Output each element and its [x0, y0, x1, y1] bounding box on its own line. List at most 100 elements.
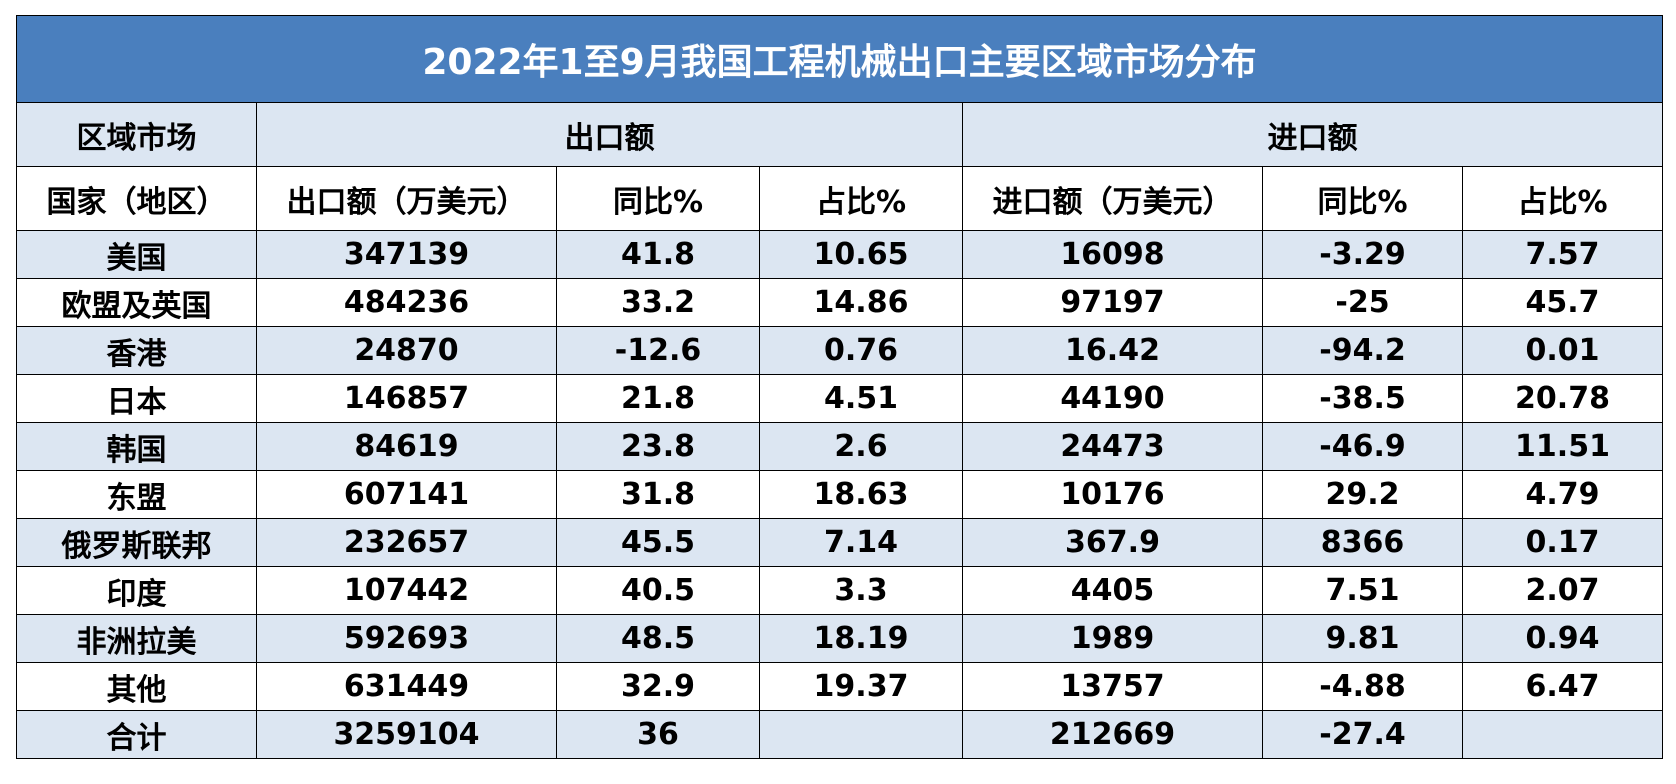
cell-export-share: 4.51 [759, 374, 963, 423]
cell-import-share: 7.57 [1462, 230, 1663, 279]
cell-country: 东盟 [16, 470, 257, 519]
cell-export-share: 0.76 [759, 326, 963, 375]
cell-export-amount: 607141 [256, 470, 557, 519]
cell-export-share: 3.3 [759, 566, 963, 615]
cell-export-amount: 232657 [256, 518, 557, 567]
cell-import-amount: 97197 [962, 278, 1263, 327]
header-export-yoy: 同比% [556, 166, 760, 231]
table-row: 香港 24870 -12.6 0.76 16.42 -94.2 0.01 [16, 326, 1663, 375]
cell-import-share: 20.78 [1462, 374, 1663, 423]
cell-country: 日本 [16, 374, 257, 423]
cell-country: 其他 [16, 662, 257, 711]
cell-export-share: 19.37 [759, 662, 963, 711]
cell-export-share: 18.63 [759, 470, 963, 519]
cell-import-yoy: -94.2 [1262, 326, 1463, 375]
cell-import-share: 2.07 [1462, 566, 1663, 615]
cell-import-amount: 24473 [962, 422, 1263, 471]
cell-country: 韩国 [16, 422, 257, 471]
cell-export-amount: 631449 [256, 662, 557, 711]
cell-import-yoy: 29.2 [1262, 470, 1463, 519]
cell-export-yoy: 48.5 [556, 614, 760, 663]
table-title: 2022年1至9月我国工程机械出口主要区域市场分布 [16, 15, 1663, 103]
header-import-share: 占比% [1462, 166, 1663, 231]
cell-export-yoy: 32.9 [556, 662, 760, 711]
table-row: 美国 347139 41.8 10.65 16098 -3.29 7.57 [16, 230, 1663, 279]
cell-export-yoy: 21.8 [556, 374, 760, 423]
cell-import-yoy: -25 [1262, 278, 1463, 327]
cell-import-amount: 16.42 [962, 326, 1263, 375]
cell-import-share: 6.47 [1462, 662, 1663, 711]
cell-import-yoy: -4.88 [1262, 662, 1463, 711]
cell-country: 非洲拉美 [16, 614, 257, 663]
table-row: 其他 631449 32.9 19.37 13757 -4.88 6.47 [16, 662, 1663, 711]
cell-import-amount: 367.9 [962, 518, 1263, 567]
cell-export-yoy: 41.8 [556, 230, 760, 279]
cell-import-share: 45.7 [1462, 278, 1663, 327]
cell-import-amount: 13757 [962, 662, 1263, 711]
cell-import-amount: 44190 [962, 374, 1263, 423]
header-import-yoy: 同比% [1262, 166, 1463, 231]
table-row: 韩国 84619 23.8 2.6 24473 -46.9 11.51 [16, 422, 1663, 471]
cell-import-share: 11.51 [1462, 422, 1663, 471]
table-row: 印度 107442 40.5 3.3 4405 7.51 2.07 [16, 566, 1663, 615]
cell-export-yoy: 33.2 [556, 278, 760, 327]
cell-import-share [1462, 710, 1663, 759]
cell-export-yoy: 36 [556, 710, 760, 759]
header-country: 国家（地区） [16, 166, 257, 231]
table-row: 日本 146857 21.8 4.51 44190 -38.5 20.78 [16, 374, 1663, 423]
table-row: 合计 3259104 36 212669 -27.4 [16, 710, 1663, 759]
cell-import-amount: 10176 [962, 470, 1263, 519]
cell-country: 合计 [16, 710, 257, 759]
cell-import-yoy: -27.4 [1262, 710, 1463, 759]
cell-country: 印度 [16, 566, 257, 615]
cell-export-amount: 592693 [256, 614, 557, 663]
table-row: 非洲拉美 592693 48.5 18.19 1989 9.81 0.94 [16, 614, 1663, 663]
cell-import-amount: 1989 [962, 614, 1263, 663]
cell-country: 香港 [16, 326, 257, 375]
cell-export-share: 18.19 [759, 614, 963, 663]
cell-export-amount: 84619 [256, 422, 557, 471]
header-export-group: 出口额 [256, 102, 963, 167]
cell-export-yoy: 23.8 [556, 422, 760, 471]
table-row: 欧盟及英国 484236 33.2 14.86 97197 -25 45.7 [16, 278, 1663, 327]
cell-export-amount: 146857 [256, 374, 557, 423]
cell-export-yoy: 40.5 [556, 566, 760, 615]
cell-country: 美国 [16, 230, 257, 279]
cell-country: 俄罗斯联邦 [16, 518, 257, 567]
cell-export-share: 10.65 [759, 230, 963, 279]
cell-import-yoy: -3.29 [1262, 230, 1463, 279]
cell-import-share: 0.94 [1462, 614, 1663, 663]
header-import-group: 进口额 [962, 102, 1663, 167]
cell-export-share: 14.86 [759, 278, 963, 327]
cell-import-share: 4.79 [1462, 470, 1663, 519]
market-distribution-table: 2022年1至9月我国工程机械出口主要区域市场分布 区域市场 出口额 进口额 国… [16, 15, 1663, 759]
table-row: 俄罗斯联邦 232657 45.5 7.14 367.9 8366 0.17 [16, 518, 1663, 567]
cell-export-amount: 107442 [256, 566, 557, 615]
cell-import-yoy: 9.81 [1262, 614, 1463, 663]
cell-export-share: 2.6 [759, 422, 963, 471]
cell-country: 欧盟及英国 [16, 278, 257, 327]
cell-import-yoy: 7.51 [1262, 566, 1463, 615]
cell-import-amount: 212669 [962, 710, 1263, 759]
cell-import-yoy: -38.5 [1262, 374, 1463, 423]
cell-import-yoy: 8366 [1262, 518, 1463, 567]
cell-import-amount: 4405 [962, 566, 1263, 615]
cell-import-amount: 16098 [962, 230, 1263, 279]
cell-import-yoy: -46.9 [1262, 422, 1463, 471]
cell-export-amount: 484236 [256, 278, 557, 327]
header-export-share: 占比% [759, 166, 963, 231]
cell-export-yoy: 31.8 [556, 470, 760, 519]
cell-export-share: 7.14 [759, 518, 963, 567]
cell-export-share [759, 710, 963, 759]
cell-import-share: 0.17 [1462, 518, 1663, 567]
cell-export-yoy: -12.6 [556, 326, 760, 375]
header-import-amount: 进口额（万美元） [962, 166, 1263, 231]
header-export-amount: 出口额（万美元） [256, 166, 557, 231]
cell-export-yoy: 45.5 [556, 518, 760, 567]
table-row: 东盟 607141 31.8 18.63 10176 29.2 4.79 [16, 470, 1663, 519]
cell-export-amount: 3259104 [256, 710, 557, 759]
cell-export-amount: 24870 [256, 326, 557, 375]
cell-import-share: 0.01 [1462, 326, 1663, 375]
cell-export-amount: 347139 [256, 230, 557, 279]
header-region-market: 区域市场 [16, 102, 257, 167]
